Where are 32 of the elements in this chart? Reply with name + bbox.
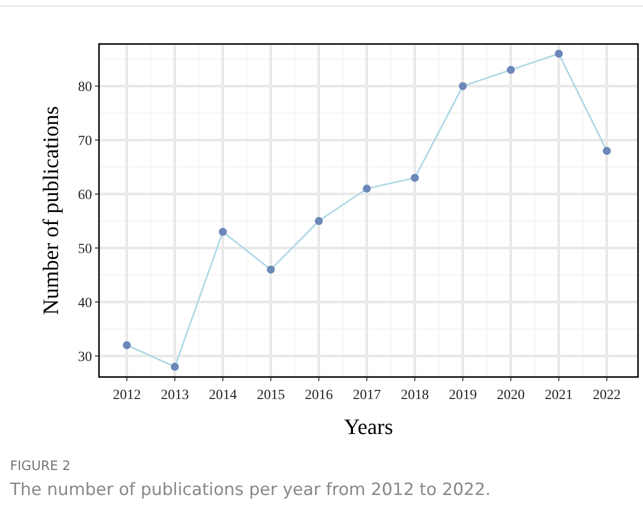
x-tick-label: 2019: [448, 388, 477, 403]
x-tick-label: 2021: [544, 388, 573, 403]
point: [218, 228, 227, 236]
y-tick-label: 70: [78, 134, 92, 150]
x-tick-label: 2022: [592, 388, 621, 403]
x-tick-label: 2018: [400, 388, 429, 403]
caption: FIGURE 2: [10, 459, 71, 474]
point: [410, 174, 419, 182]
point: [170, 362, 179, 371]
y-tick-label: 80: [78, 80, 92, 96]
y-axis-title: Number of publications: [38, 106, 63, 315]
text: The number of publications per year from 2012 to 2022.: [9, 480, 491, 500]
x-tick-label: 2012: [112, 388, 141, 403]
x-axis-title: Years: [344, 414, 394, 439]
point: [266, 266, 275, 274]
point: [122, 341, 131, 350]
y-tick-label: 30: [78, 350, 92, 365]
y-tick-label: 60: [78, 188, 92, 204]
x-tick-label: 2016: [304, 388, 333, 403]
point: [554, 50, 563, 58]
point: [602, 146, 611, 155]
point: [314, 217, 323, 226]
y-tick-label: 40: [78, 296, 92, 311]
x-tick-label: 2014: [208, 388, 237, 403]
x-tick-label: 2020: [496, 388, 525, 403]
point: [506, 66, 515, 74]
x-tick-label: 2013: [160, 388, 189, 403]
point: [458, 82, 467, 90]
x-tick-label: 2017: [352, 388, 381, 403]
x-tick-label: 2015: [256, 388, 285, 403]
point: [362, 184, 371, 193]
y-tick-label: 50: [78, 242, 92, 258]
